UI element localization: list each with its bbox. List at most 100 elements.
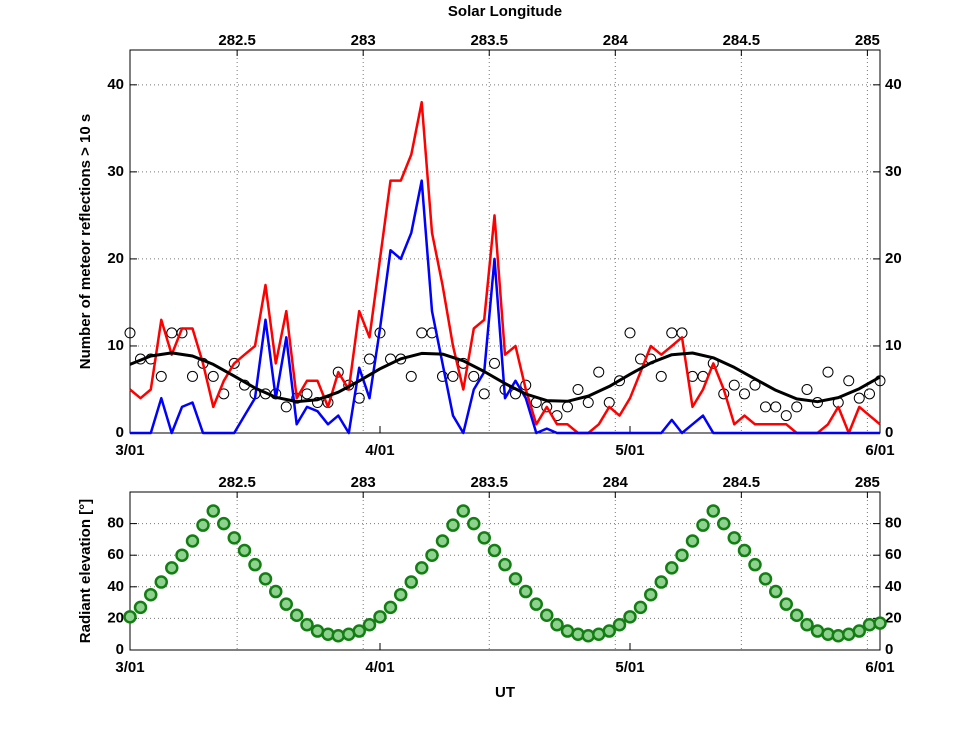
data-point <box>675 548 689 562</box>
data-point <box>581 629 595 643</box>
y-tick-label: 10 <box>107 337 124 354</box>
x-tick-label: 3/01 <box>115 659 144 676</box>
data-point <box>456 504 470 518</box>
data-point <box>446 518 460 532</box>
data-point <box>727 531 741 545</box>
data-point <box>864 388 875 400</box>
data-point <box>853 392 865 404</box>
y-tick-label-right: 40 <box>885 578 902 595</box>
data-point <box>769 584 783 599</box>
x-tick-label: 4/01 <box>365 659 394 676</box>
y-tick-label: 30 <box>107 163 124 180</box>
data-point <box>862 617 877 632</box>
x-tick-label: 5/01 <box>615 442 644 459</box>
data-point <box>155 370 167 382</box>
data-point <box>529 597 543 611</box>
x-axis-title: UT <box>495 684 515 701</box>
data-point <box>362 617 377 632</box>
data-point <box>614 375 625 387</box>
data-point <box>602 624 616 638</box>
data-point <box>447 370 459 382</box>
data-point <box>665 561 679 575</box>
data-point <box>550 617 564 632</box>
y-tick-label-right: 30 <box>885 163 902 180</box>
data-point <box>175 548 189 562</box>
data-point <box>478 388 490 400</box>
data-point <box>540 608 554 622</box>
data-point <box>435 534 450 548</box>
data-point <box>612 617 627 632</box>
x2-tick-label: 285 <box>855 474 880 491</box>
data-point <box>144 587 158 602</box>
data-point <box>779 597 793 611</box>
data-point <box>822 366 834 378</box>
data-point <box>207 370 219 382</box>
x-tick-label: 5/01 <box>615 659 644 676</box>
data-point <box>352 624 366 638</box>
x2-axis-title: Solar Longitude <box>448 3 562 20</box>
y-tick-label-right: 0 <box>885 641 893 658</box>
x2-tick-label: 283 <box>351 474 376 491</box>
y-tick-label-right: 0 <box>885 424 893 441</box>
data-point <box>477 531 491 545</box>
data-point <box>487 543 502 558</box>
data-point <box>780 410 792 422</box>
data-point <box>519 584 533 599</box>
data-point <box>758 572 773 586</box>
x2-tick-label: 283 <box>351 32 376 49</box>
data-point <box>831 629 845 643</box>
data-point <box>415 561 429 575</box>
data-point <box>185 534 200 548</box>
x-tick-label: 6/01 <box>865 442 894 459</box>
data-point <box>258 572 273 586</box>
data-point <box>227 531 241 545</box>
data-point <box>467 516 481 531</box>
data-point <box>217 516 231 531</box>
y-tick-label-right: 20 <box>885 609 902 626</box>
data-point <box>498 557 512 572</box>
data-point <box>394 587 408 602</box>
data-point <box>644 587 658 602</box>
data-point <box>790 608 804 622</box>
data-point <box>572 383 584 395</box>
data-point <box>737 543 752 558</box>
data-point <box>373 610 387 624</box>
data-point <box>300 617 314 632</box>
data-point <box>508 572 523 586</box>
data-point <box>843 375 855 387</box>
series-line <box>130 179 880 435</box>
data-point <box>654 575 668 589</box>
data-point <box>279 597 293 611</box>
x2-tick-label: 284 <box>603 474 629 491</box>
y-tick-label-right: 20 <box>885 250 902 267</box>
data-point <box>800 617 814 632</box>
data-point <box>124 327 136 339</box>
data-point <box>154 575 168 589</box>
data-point <box>748 557 762 572</box>
y-tick-label-right: 80 <box>885 515 902 532</box>
x2-tick-label: 284 <box>603 32 629 49</box>
data-point <box>425 548 439 562</box>
data-point <box>739 388 750 400</box>
data-point <box>623 610 637 624</box>
y-tick-label-right: 10 <box>885 337 902 354</box>
data-point <box>593 366 605 378</box>
x-tick-label: 3/01 <box>115 442 144 459</box>
data-point <box>301 388 313 400</box>
data-point <box>791 401 803 413</box>
data-point <box>468 370 480 382</box>
data-point <box>206 504 220 518</box>
x-tick-label: 4/01 <box>365 442 394 459</box>
data-point <box>655 370 667 382</box>
data-point <box>706 504 720 518</box>
x2-tick-label: 284.5 <box>723 474 761 491</box>
y-tick-label: 60 <box>107 546 124 563</box>
data-point <box>228 357 240 369</box>
data-point <box>873 616 887 630</box>
data-point <box>196 518 210 532</box>
y-tick-label: 40 <box>107 578 124 595</box>
data-point <box>405 370 417 382</box>
data-point <box>383 600 398 615</box>
y-tick-label: 0 <box>116 424 124 441</box>
